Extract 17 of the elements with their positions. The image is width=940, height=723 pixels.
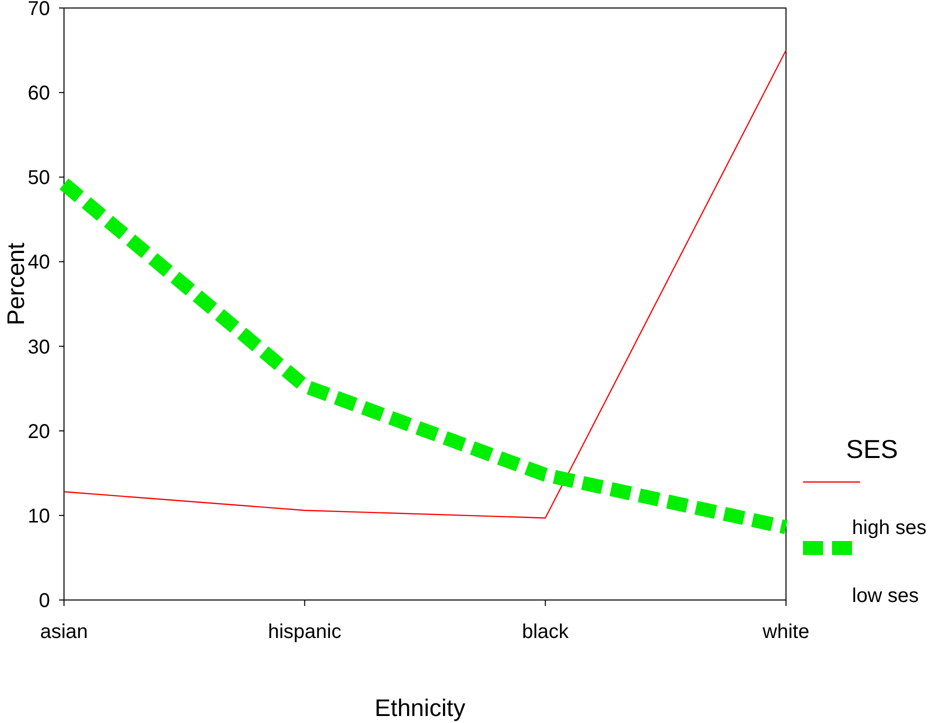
x-tick-label: hispanic	[268, 621, 342, 643]
y-tick-label: 30	[28, 336, 50, 358]
x-axis-title: Ethnicity	[374, 695, 466, 722]
y-tick-label: 0	[38, 590, 50, 612]
y-tick-label: 40	[28, 252, 50, 274]
y-tick-label: 60	[28, 82, 50, 105]
x-tick-label: white	[762, 621, 810, 643]
y-tick-label: 10	[28, 505, 50, 528]
line-series	[63, 50, 787, 519]
y-tick-label: 70	[28, 0, 50, 20]
text: low ses	[852, 585, 919, 607]
text: high ses	[852, 517, 926, 539]
x-tick-label: black	[522, 621, 570, 643]
y-tick-label: 20	[28, 420, 50, 443]
x-tick-label: asian	[40, 621, 88, 643]
legend-title: SES	[846, 434, 898, 464]
y-tick-label: 50	[28, 167, 50, 190]
